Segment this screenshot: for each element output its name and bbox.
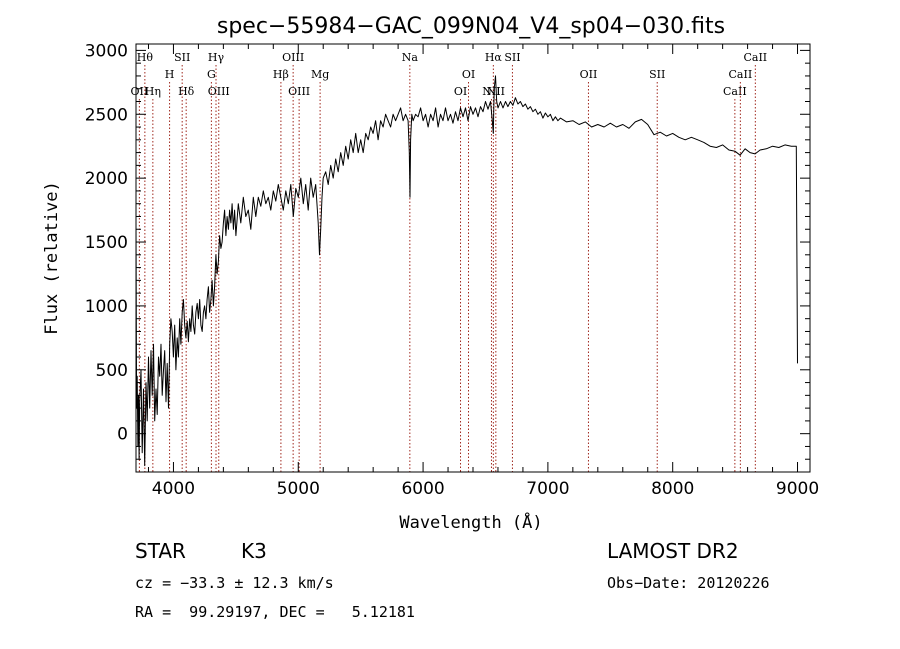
line-marker-label: CaII <box>743 51 767 64</box>
x-tick-label: 8000 <box>651 479 694 499</box>
x-tick-label: 5000 <box>277 479 320 499</box>
line-marker-label: Hγ <box>208 51 225 64</box>
observation-date: Obs−Date: 20120226 <box>607 574 770 592</box>
spectral-line-markers: OIIHθHηHSIIHδGHγOIIIHβOIIIOIIIMgNaOIOINI… <box>131 51 767 472</box>
line-marker-label: Hβ <box>273 68 289 81</box>
line-marker-label: OII <box>131 85 149 98</box>
y-tick-label: 1000 <box>85 297 128 317</box>
line-marker-label: Hη <box>145 85 161 98</box>
object-class: STAR <box>135 539 186 563</box>
y-tick-label: 500 <box>96 361 128 381</box>
line-marker-label: SII <box>504 51 520 64</box>
line-marker-label: Mg <box>311 68 329 81</box>
spectrum-series <box>135 75 798 467</box>
line-marker-label: H <box>165 68 175 81</box>
plot-frame <box>135 43 811 473</box>
line-marker-label: OI <box>462 68 475 81</box>
y-tick-label: 0 <box>117 425 128 445</box>
line-marker-label: SII <box>174 51 190 64</box>
line-marker-label: Hα <box>485 51 503 64</box>
line-marker-label: SII <box>649 68 665 81</box>
y-axis-label: Flux (relative) <box>42 181 62 335</box>
x-axis-ticks: 4000 5000 6000 7000 8000 9000 <box>147 44 819 499</box>
line-marker-label: CaII <box>729 68 753 81</box>
x-tick-label: 7000 <box>526 479 569 499</box>
line-marker-label: OIII <box>208 85 230 98</box>
survey-name: LAMOST DR2 <box>607 539 739 563</box>
spectrum-line <box>135 75 798 467</box>
x-tick-label: 6000 <box>401 479 444 499</box>
x-tick-label: 4000 <box>152 479 195 499</box>
line-marker-label: G <box>207 68 216 81</box>
y-tick-label: 3000 <box>85 41 128 61</box>
line-marker-label: OIII <box>282 51 304 64</box>
line-marker-label: Hδ <box>178 85 195 98</box>
chart-title: spec−55984−GAC_099N04_V4_sp04−030.fits <box>217 14 725 39</box>
x-axis-label: Wavelength (Å) <box>399 511 542 533</box>
line-marker-label: CaII <box>723 85 747 98</box>
y-tick-label: 2500 <box>85 105 128 125</box>
line-marker-label: OIII <box>288 85 310 98</box>
y-tick-label: 1500 <box>85 233 128 253</box>
y-tick-label: 2000 <box>85 169 128 189</box>
redshift-velocity: cz = −33.3 ± 12.3 km/s <box>135 574 334 592</box>
object-subclass: K3 <box>241 539 267 563</box>
line-marker-label: OI <box>454 85 467 98</box>
x-tick-label: 9000 <box>776 479 819 499</box>
coordinates: RA = 99.29197, DEC = 5.12181 <box>135 603 415 621</box>
line-marker-label: Hθ <box>137 51 154 64</box>
y-axis-ticks: 0 500 1000 1500 2000 2500 3000 <box>85 41 810 460</box>
line-marker-label: Na <box>402 51 419 64</box>
line-marker-label: OII <box>580 68 598 81</box>
